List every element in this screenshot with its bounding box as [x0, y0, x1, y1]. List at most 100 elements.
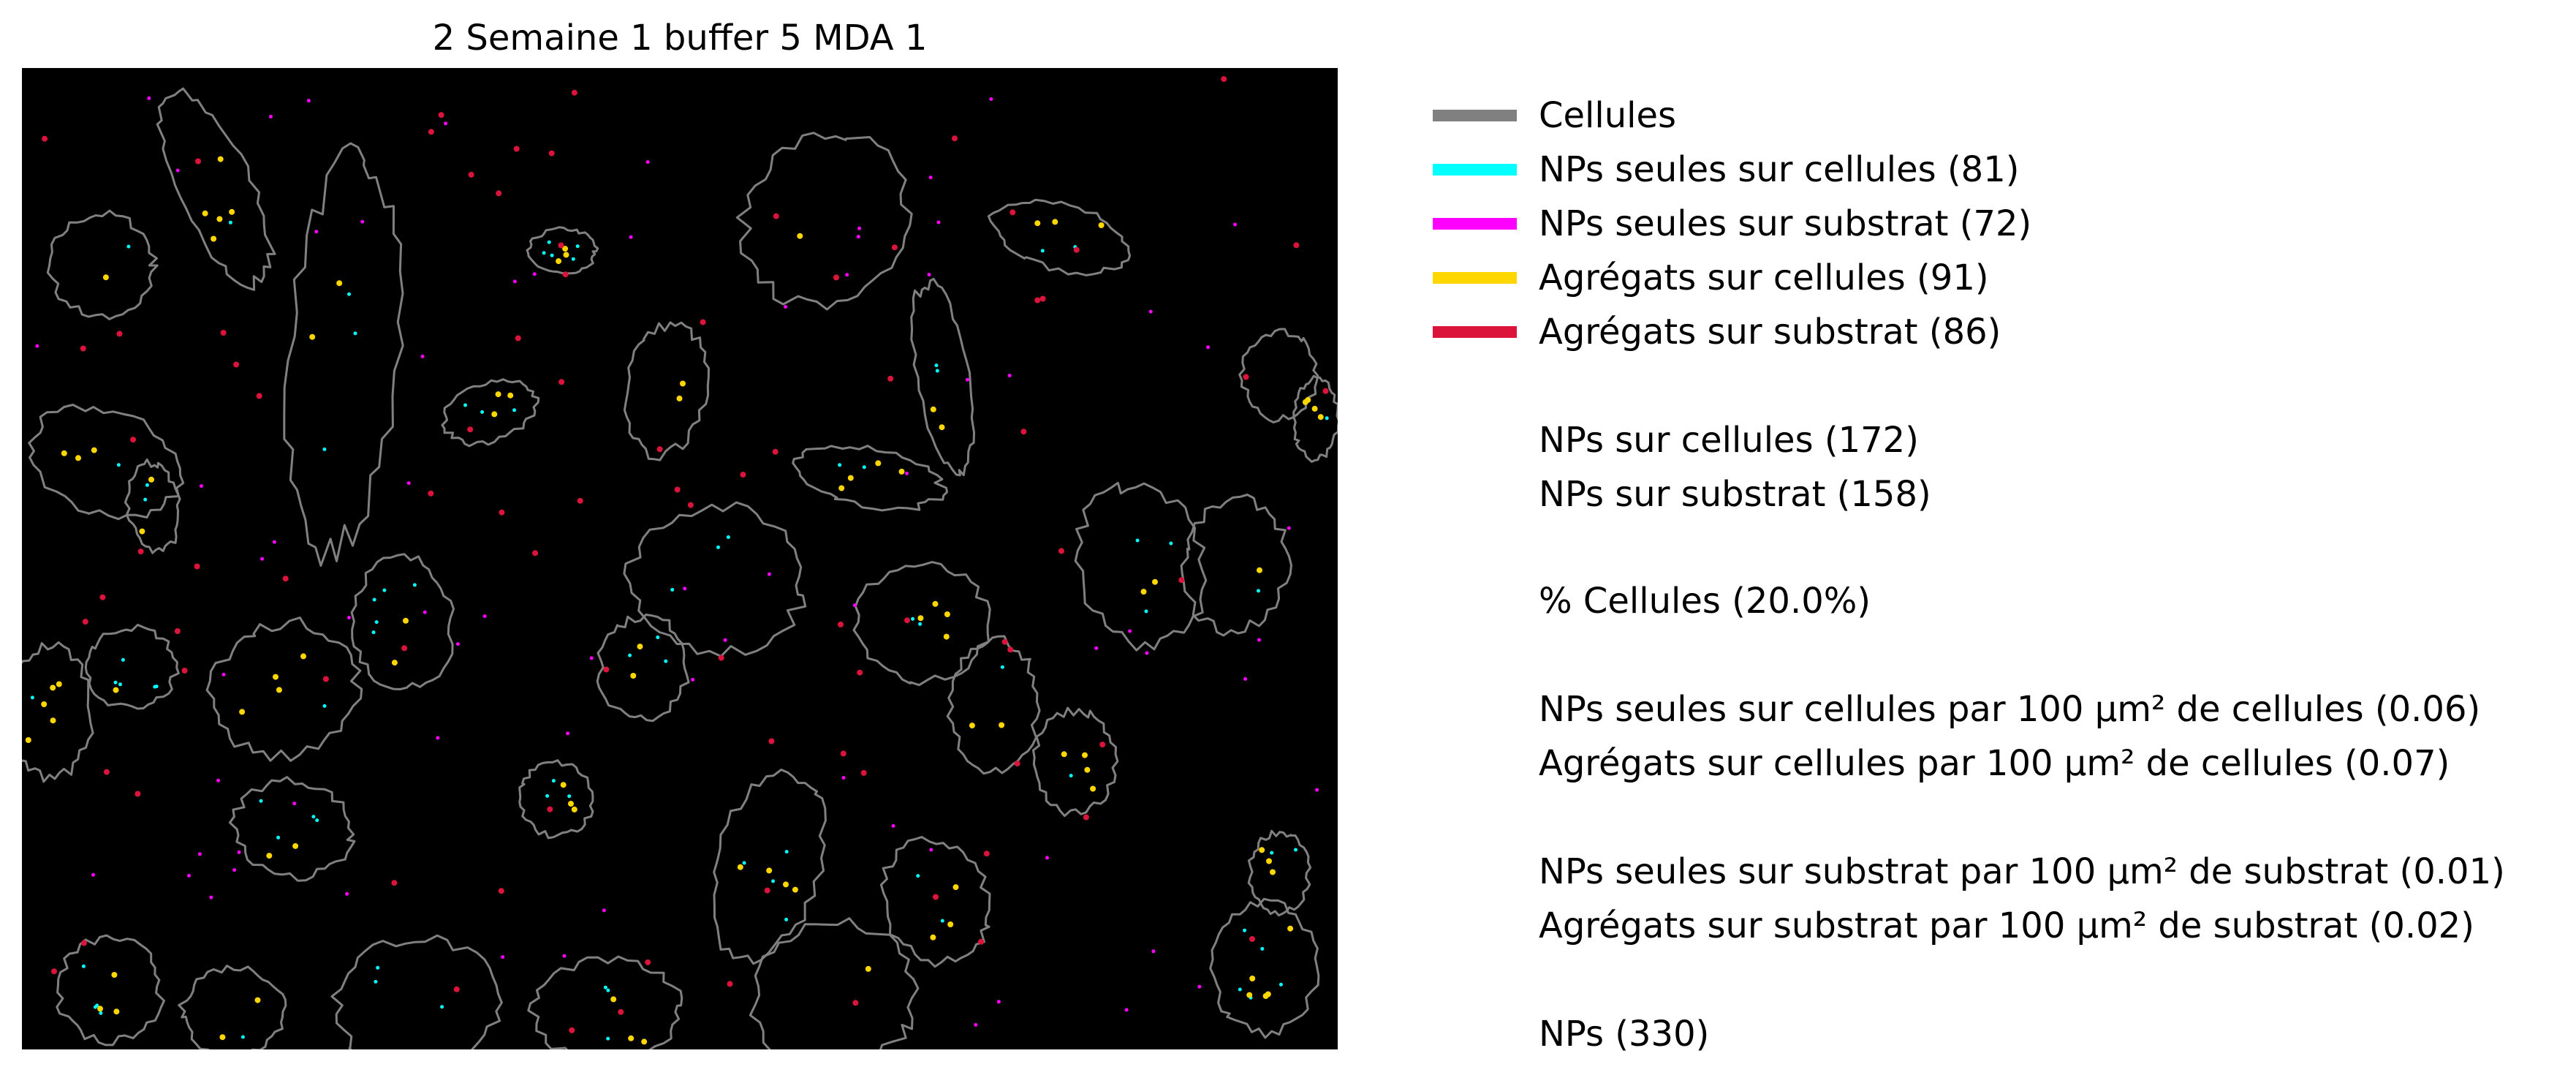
particle-dot: [1257, 567, 1262, 573]
particle-dot: [35, 344, 39, 348]
particle-dot: [309, 333, 316, 340]
particle-dot: [455, 642, 460, 646]
particle-dot: [628, 1035, 634, 1041]
particle-dot: [840, 750, 846, 757]
particle-dot: [1325, 416, 1329, 421]
particle-dot: [116, 331, 123, 337]
particle-dot: [137, 548, 144, 555]
particle-dot: [1083, 814, 1089, 821]
particle-dot: [282, 576, 289, 582]
particle-dot: [436, 736, 440, 740]
stat-nps-on-cells: NPs sur cellules (172): [1539, 420, 1919, 461]
cell-outline: [910, 277, 975, 477]
microscopy-image: [22, 68, 1338, 1049]
particle-dot: [1152, 578, 1158, 585]
particle-dot: [1007, 374, 1012, 377]
particle-dot: [1124, 1008, 1129, 1012]
particle-dot: [936, 220, 941, 225]
particle-dot: [577, 497, 583, 504]
cell-outline: [330, 934, 503, 1049]
stat-nps-total: NPs (330): [1539, 1014, 1710, 1055]
particle-dot: [1148, 309, 1153, 314]
particle-dot: [1294, 848, 1298, 852]
particle-dot: [139, 528, 145, 535]
cell-outline: [749, 917, 920, 1049]
particle-dot: [25, 737, 31, 743]
legend-swatch-aggregates-on-cells: [1433, 272, 1517, 284]
particle-dot: [932, 600, 939, 607]
particle-dot: [336, 280, 343, 287]
particle-dot: [656, 446, 663, 453]
cell-outline: [792, 445, 948, 512]
particle-dot: [1293, 242, 1300, 249]
cell-outline: [1032, 706, 1119, 818]
particle-dot: [845, 273, 849, 277]
particle-dot: [918, 622, 923, 626]
particle-dot: [547, 806, 553, 812]
cell-outline: [713, 769, 827, 965]
particle-dot: [240, 1035, 245, 1039]
particle-dot: [1099, 742, 1106, 748]
particle-dot: [130, 437, 137, 443]
cell-outline: [205, 616, 363, 762]
particle-dot: [1001, 638, 1008, 645]
particle-dot: [347, 292, 351, 296]
cell-outline: [46, 209, 159, 320]
cell-outline: [1209, 897, 1320, 1039]
particle-dot: [135, 791, 141, 797]
particle-dot: [1014, 761, 1020, 767]
cell-outline: [441, 378, 540, 448]
particle-dot: [1221, 76, 1227, 83]
particle-dot: [491, 411, 498, 418]
particle-dot: [965, 377, 969, 382]
particle-dot: [1206, 345, 1211, 350]
particle-dot: [1058, 548, 1064, 554]
particle-dot: [1007, 646, 1014, 653]
particle-dot: [116, 463, 121, 467]
particle-dot: [391, 660, 398, 666]
particle-dot: [996, 1000, 1001, 1004]
particle-dot: [670, 587, 675, 592]
particle-dot: [56, 681, 62, 687]
particle-dot: [42, 135, 48, 142]
particle-dot: [1128, 629, 1132, 633]
particle-dot: [322, 676, 329, 682]
particle-dot: [680, 380, 686, 387]
particle-dot: [838, 621, 844, 627]
legend-label-aggregates-on-cells: Agrégats sur cellules (91): [1539, 257, 1989, 298]
particle-dot: [1073, 246, 1080, 253]
particle-dot: [768, 738, 775, 744]
particle-dot: [542, 251, 546, 255]
particle-dot: [99, 1011, 103, 1015]
particle-dot: [898, 468, 905, 475]
particle-dot: [200, 484, 203, 489]
particle-dot: [273, 674, 279, 680]
particle-dot: [562, 246, 569, 252]
particle-dot: [512, 279, 517, 284]
particle-dot: [1257, 638, 1261, 642]
particle-dot: [1045, 856, 1049, 860]
particle-dot: [929, 848, 933, 852]
particle-dot: [852, 603, 857, 608]
particle-dot: [1270, 869, 1276, 875]
particle-dot: [91, 447, 97, 453]
particle-dot: [406, 481, 411, 486]
particle-dot: [239, 709, 246, 715]
particle-dot: [428, 129, 434, 135]
particle-dot: [558, 379, 565, 385]
particle-dot: [664, 659, 668, 663]
particle-dot: [219, 1034, 226, 1041]
particle-dot: [495, 391, 501, 398]
particle-dot: [292, 842, 299, 849]
particle-dot: [606, 988, 610, 992]
particle-dot: [1322, 388, 1329, 394]
cell-outline: [518, 759, 594, 840]
particle-dot: [847, 475, 854, 481]
particle-dot: [1287, 925, 1294, 932]
particle-dot: [792, 886, 798, 893]
particle-dot: [513, 146, 520, 152]
stat-aggregates-cells-density: Agrégats sur cellules par 100 µm² de cel…: [1539, 743, 2450, 784]
particle-dot: [220, 330, 227, 336]
particle-dot: [983, 851, 990, 857]
particle-dot: [1140, 589, 1147, 595]
